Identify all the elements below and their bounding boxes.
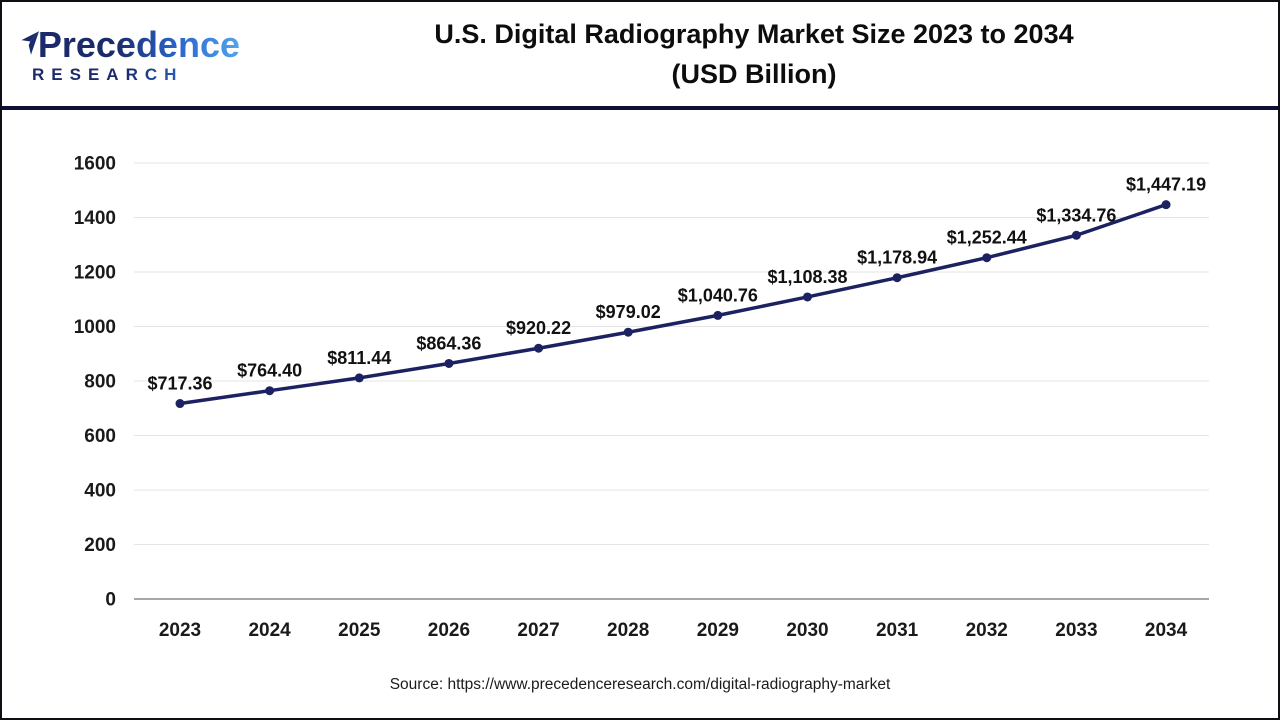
series-line — [178, 202, 1168, 406]
x-tick-label: 2034 — [1145, 620, 1188, 641]
y-tick-label: 600 — [84, 426, 116, 447]
data-point — [444, 358, 454, 368]
x-tick-label: 2025 — [338, 620, 381, 641]
chart-title-line1: U.S. Digital Radiography Market Size 202… — [434, 18, 1074, 49]
data-label: $1,178.94 — [857, 248, 937, 268]
data-point — [623, 327, 633, 337]
chart-title: U.S. Digital Radiography Market Size 202… — [240, 14, 1278, 95]
data-point — [892, 273, 902, 283]
x-tick-label: 2030 — [786, 620, 828, 641]
brand-name: Precedence — [37, 24, 240, 65]
data-point — [175, 399, 185, 409]
data-point — [802, 292, 812, 302]
chart-svg: 0 200 400 600 800 1000 1200 1400 1600 2023 2024 202… — [74, 154, 1209, 641]
data-label: $864.36 — [416, 333, 481, 353]
y-tick-label: 0 — [105, 590, 116, 611]
data-label: $1,040.76 — [678, 285, 758, 305]
x-tick-label: 2029 — [697, 620, 739, 641]
y-tick-label: 1000 — [74, 317, 116, 338]
data-label: $920.22 — [506, 318, 571, 338]
data-point — [1071, 230, 1081, 240]
data-label: $979.02 — [596, 302, 661, 322]
data-label: $1,447.19 — [1126, 175, 1206, 195]
data-label: $1,252.44 — [947, 228, 1027, 248]
y-tick-label: 200 — [84, 535, 116, 556]
data-label: $1,108.38 — [767, 267, 847, 287]
y-tick-label: 1600 — [74, 154, 116, 175]
x-tick-label: 2031 — [876, 620, 919, 641]
header: Precedence RESEARCH U.S. Digital Radiogr… — [2, 2, 1278, 110]
y-tick-label: 1200 — [74, 263, 116, 284]
data-label: $811.44 — [327, 348, 391, 368]
source-text: Source: https://www.precedenceresearch.c… — [389, 676, 891, 693]
x-tick-label: 2032 — [966, 620, 1008, 641]
brand-subtitle: RESEARCH — [32, 66, 240, 83]
x-tick-label: 2028 — [607, 620, 649, 641]
chart-title-line2: (USD Billion) — [671, 59, 837, 89]
y-tick-label: 800 — [84, 372, 116, 393]
data-point — [982, 253, 992, 263]
x-tick-label: 2033 — [1055, 620, 1097, 641]
data-point — [534, 343, 544, 353]
y-tick-label: 1400 — [74, 208, 116, 229]
data-label: $764.40 — [237, 361, 302, 381]
paper-plane-icon — [21, 31, 40, 55]
brand-logo: Precedence RESEARCH — [20, 25, 240, 83]
y-tick-label: 400 — [84, 481, 116, 502]
chart-region: 0 200 400 600 800 1000 1200 1400 1600 2023 2024 202… — [2, 110, 1278, 650]
x-tick-label: 2023 — [159, 620, 201, 641]
x-tick-label: 2027 — [517, 620, 559, 641]
x-tick-label: 2024 — [248, 620, 291, 641]
data-point — [265, 386, 275, 396]
footer: Source: https://www.precedenceresearch.c… — [2, 650, 1278, 718]
x-tick-label: 2026 — [428, 620, 470, 641]
data-point — [354, 373, 364, 383]
data-point — [713, 310, 723, 320]
data-label: $717.36 — [147, 374, 212, 394]
data-point — [1161, 200, 1171, 210]
data-label: $1,334.76 — [1036, 205, 1116, 225]
